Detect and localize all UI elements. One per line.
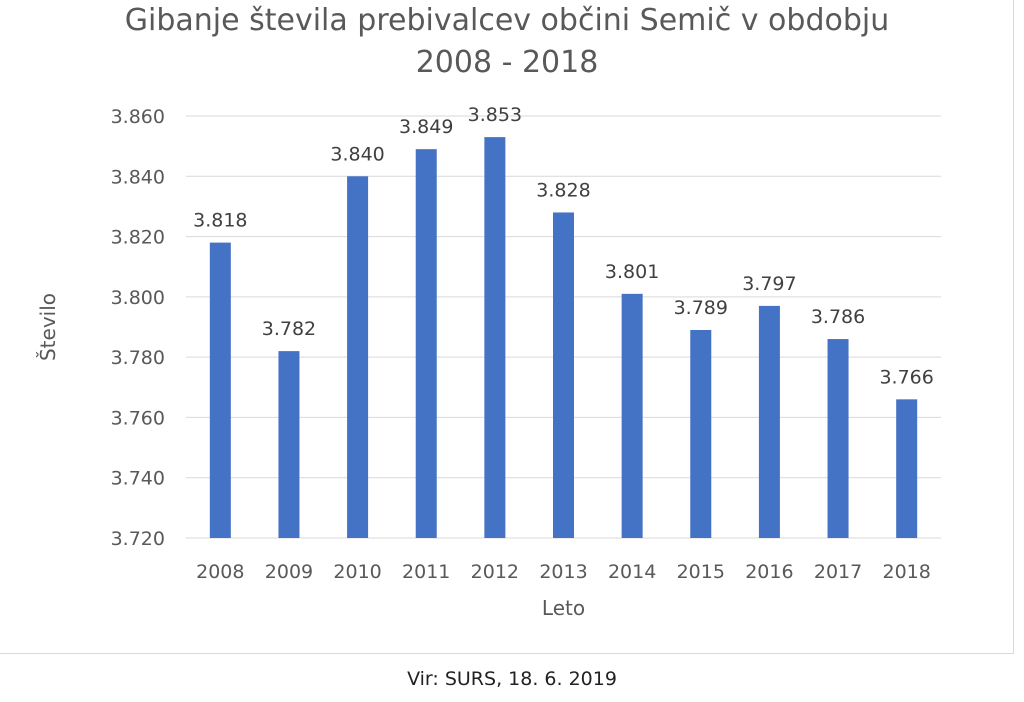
x-tick-label-2012: 2012 <box>471 561 519 583</box>
bar-2008 <box>209 242 231 538</box>
y-tick-label: 3.860 <box>111 106 165 128</box>
bars <box>209 137 918 539</box>
chart-title: Gibanje števila prebivalcev občini Semič… <box>125 3 890 80</box>
bar-chart: Gibanje števila prebivalcev občini Semič… <box>36 3 941 620</box>
source-note: Vir: SURS, 18. 6. 2019 <box>407 668 617 690</box>
x-tick-label-2008: 2008 <box>196 561 244 583</box>
x-axis-ticks: 2008 2009 2010 2011 2012 2013 2014 2015 2016 2017… <box>196 561 931 583</box>
data-label-2014: 3.801 <box>605 261 659 283</box>
y-tick-label: 3.820 <box>111 227 165 249</box>
bar-2009 <box>278 351 300 538</box>
data-labels: 3.818 3.782 3.840 3.849 3.853 3.828 3.801 3.789… <box>193 104 934 388</box>
data-label-2017: 3.786 <box>811 306 865 328</box>
chart-frame: Gibanje števila prebivalcev občini Semič… <box>0 0 1014 654</box>
data-label-2016: 3.797 <box>742 273 796 295</box>
x-tick-label-2010: 2010 <box>333 561 381 583</box>
x-axis-title: Leto <box>542 596 585 620</box>
x-tick-label-2011: 2011 <box>402 561 450 583</box>
y-tick-label: 3.780 <box>111 347 165 369</box>
bar-2016 <box>758 305 780 538</box>
x-tick-label-2014: 2014 <box>608 561 656 583</box>
y-tick-label: 3.720 <box>111 528 165 550</box>
y-tick-label: 3.800 <box>111 287 165 309</box>
bar-2013 <box>553 212 574 538</box>
x-tick-label-2016: 2016 <box>745 561 793 583</box>
y-tick-label: 3.760 <box>111 407 165 429</box>
bar-2014 <box>621 293 643 538</box>
chart-title-line-1: Gibanje števila prebivalcev občini Semič… <box>125 3 890 38</box>
y-tick-label: 3.840 <box>111 166 165 188</box>
y-axis-ticks: 3.720 3.740 3.760 3.780 3.800 3.820 3.840 3.860 <box>111 106 165 550</box>
data-label-2015: 3.789 <box>674 297 728 319</box>
x-tick-label-2015: 2015 <box>677 561 725 583</box>
data-label-2009: 3.782 <box>262 318 316 340</box>
data-label-2018: 3.766 <box>879 366 933 388</box>
y-axis-title: Število <box>36 293 60 361</box>
y-tick-label: 3.740 <box>111 468 165 490</box>
chart-title-line-2: 2008 - 2018 <box>416 45 599 80</box>
x-tick-label-2018: 2018 <box>883 561 931 583</box>
bar-2011 <box>415 149 437 538</box>
data-label-2008: 3.818 <box>193 210 247 232</box>
x-tick-label-2009: 2009 <box>265 561 313 583</box>
bar-2017 <box>827 339 849 538</box>
bar-2010 <box>347 176 369 539</box>
data-label-2010: 3.840 <box>330 143 384 165</box>
data-label-2011: 3.849 <box>399 116 453 138</box>
data-label-2013: 3.828 <box>536 179 590 201</box>
bar-2012 <box>484 137 506 538</box>
x-tick-label-2013: 2013 <box>539 561 587 583</box>
x-tick-label-2017: 2017 <box>814 561 862 583</box>
data-label-2012: 3.853 <box>468 104 522 126</box>
bar-2015 <box>690 330 712 538</box>
bar-2018 <box>896 399 918 538</box>
